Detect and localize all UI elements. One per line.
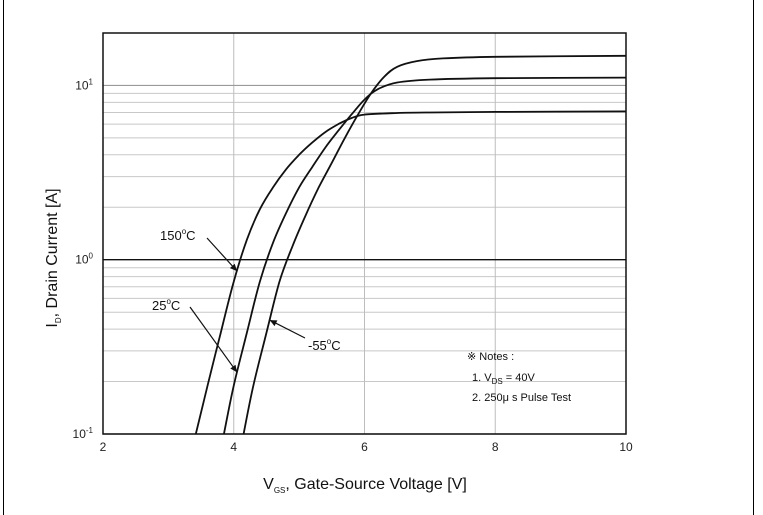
series-line-25c (223, 76, 627, 435)
notes-line-1: 1. VDS = 40V (472, 372, 535, 386)
grid-layer (102, 32, 627, 435)
annotation-label-degree: o (327, 337, 332, 346)
y-tick-label-base: 10 (75, 78, 89, 92)
frame-left-border (3, 0, 4, 515)
annotation-arrowhead (269, 320, 278, 327)
annotation-label: 25oC (152, 297, 180, 313)
frame-right-border (753, 0, 754, 515)
y-tick-label-base: 10 (75, 253, 89, 267)
annotation-label-value: -55 (308, 338, 327, 353)
x-axis-title-sub: GS (274, 486, 286, 495)
notes-heading: ※ Notes : (467, 351, 514, 363)
notes-line-1-sub: DS (492, 377, 503, 386)
annotation-arrowhead (229, 263, 237, 272)
y-tick-label-base: 10 (73, 427, 87, 441)
x-axis-title-post: , Gate-Source Voltage [V] (285, 476, 466, 493)
annotation-arrow-line (189, 306, 238, 373)
notes-box: ※ Notes : 1. VDS = 40V 2. 250μ s Pulse T… (467, 351, 571, 404)
series-layer (194, 54, 627, 435)
x-tick-label: 8 (492, 440, 499, 454)
annotation-arrowhead (230, 364, 237, 373)
annotation-label-unit: C (331, 338, 340, 353)
notes-line-1-pre: 1. V (472, 372, 492, 384)
x-axis-title-pre: V (263, 476, 274, 493)
series-line-55c (242, 54, 627, 435)
x-tick-label: 2 (100, 440, 107, 454)
y-axis-title-sub: D (54, 317, 63, 323)
annotation-arrow-line (206, 237, 238, 272)
plot-border (102, 32, 627, 435)
y-tick-label-exponent: -1 (86, 426, 94, 435)
annotation-label-value: 25 (152, 298, 166, 313)
annotation-label-degree: o (166, 297, 171, 306)
y-tick-label: 101 (75, 77, 93, 92)
annotation-label: -55oC (308, 337, 341, 353)
x-tick-label: 10 (619, 440, 633, 454)
y-tick-label-exponent: 1 (89, 77, 94, 86)
series-line-150c (194, 110, 627, 435)
x-tick-label: 4 (230, 440, 237, 454)
annotation-label-degree: o (182, 227, 187, 236)
x-tick-label: 6 (361, 440, 368, 454)
y-tick-label: 10-1 (73, 426, 94, 441)
notes-line-1-post: = 40V (503, 372, 536, 384)
annotation-label-unit: C (186, 228, 195, 243)
y-axis-title: ID, Drain Current [A] (44, 188, 63, 327)
annotation-label-value: 150 (160, 228, 182, 243)
x-axis-title: VGS, Gate-Source Voltage [V] (263, 476, 467, 495)
annotation-label: 150oC (160, 227, 196, 243)
annotation-label-unit: C (171, 298, 180, 313)
y-tick-label: 100 (75, 252, 93, 267)
y-tick-label-exponent: 0 (89, 252, 94, 261)
y-axis-title-post: , Drain Current [A] (44, 188, 61, 317)
notes-line-2: 2. 250μ s Pulse Test (472, 392, 571, 404)
y-axis-title-pre: I (44, 323, 61, 327)
